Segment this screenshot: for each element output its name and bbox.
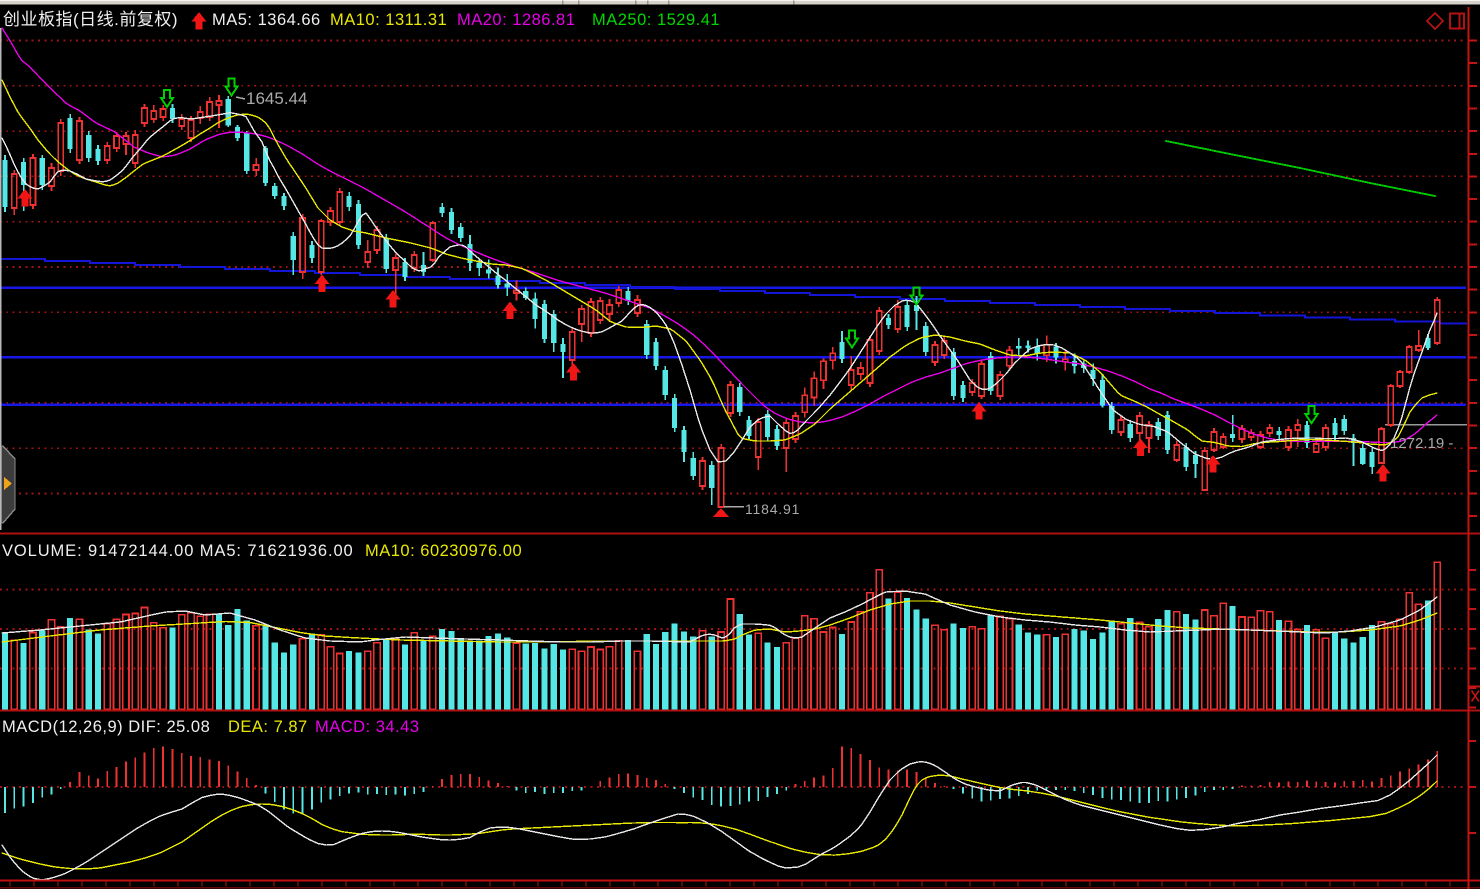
svg-text:MA10: 60230976.00: MA10: 60230976.00	[365, 542, 522, 560]
svg-text:MA10: 1311.31: MA10: 1311.31	[330, 11, 447, 29]
svg-text:VOLUME: 91472144.00 MA5: 7162: VOLUME: 91472144.00 MA5: 71621936.00	[2, 542, 354, 560]
svg-text:DEA: 7.87: DEA: 7.87	[228, 718, 308, 736]
svg-text:MA250: 1529.41: MA250: 1529.41	[592, 11, 720, 29]
svg-text:MA5: 1364.66: MA5: 1364.66	[212, 11, 321, 29]
svg-text:创业板指(日线.前复权): 创业板指(日线.前复权)	[3, 10, 178, 29]
svg-text:1184.91: 1184.91	[745, 501, 800, 517]
svg-text:1272.19 -: 1272.19 -	[1390, 435, 1453, 452]
svg-text:MACD(12,26,9) DIF: 25.08: MACD(12,26,9) DIF: 25.08	[2, 718, 210, 736]
svg-text:MACD: 34.43: MACD: 34.43	[315, 718, 420, 736]
svg-text:MA20: 1286.81: MA20: 1286.81	[457, 11, 575, 29]
svg-text:1645.44: 1645.44	[246, 89, 307, 108]
